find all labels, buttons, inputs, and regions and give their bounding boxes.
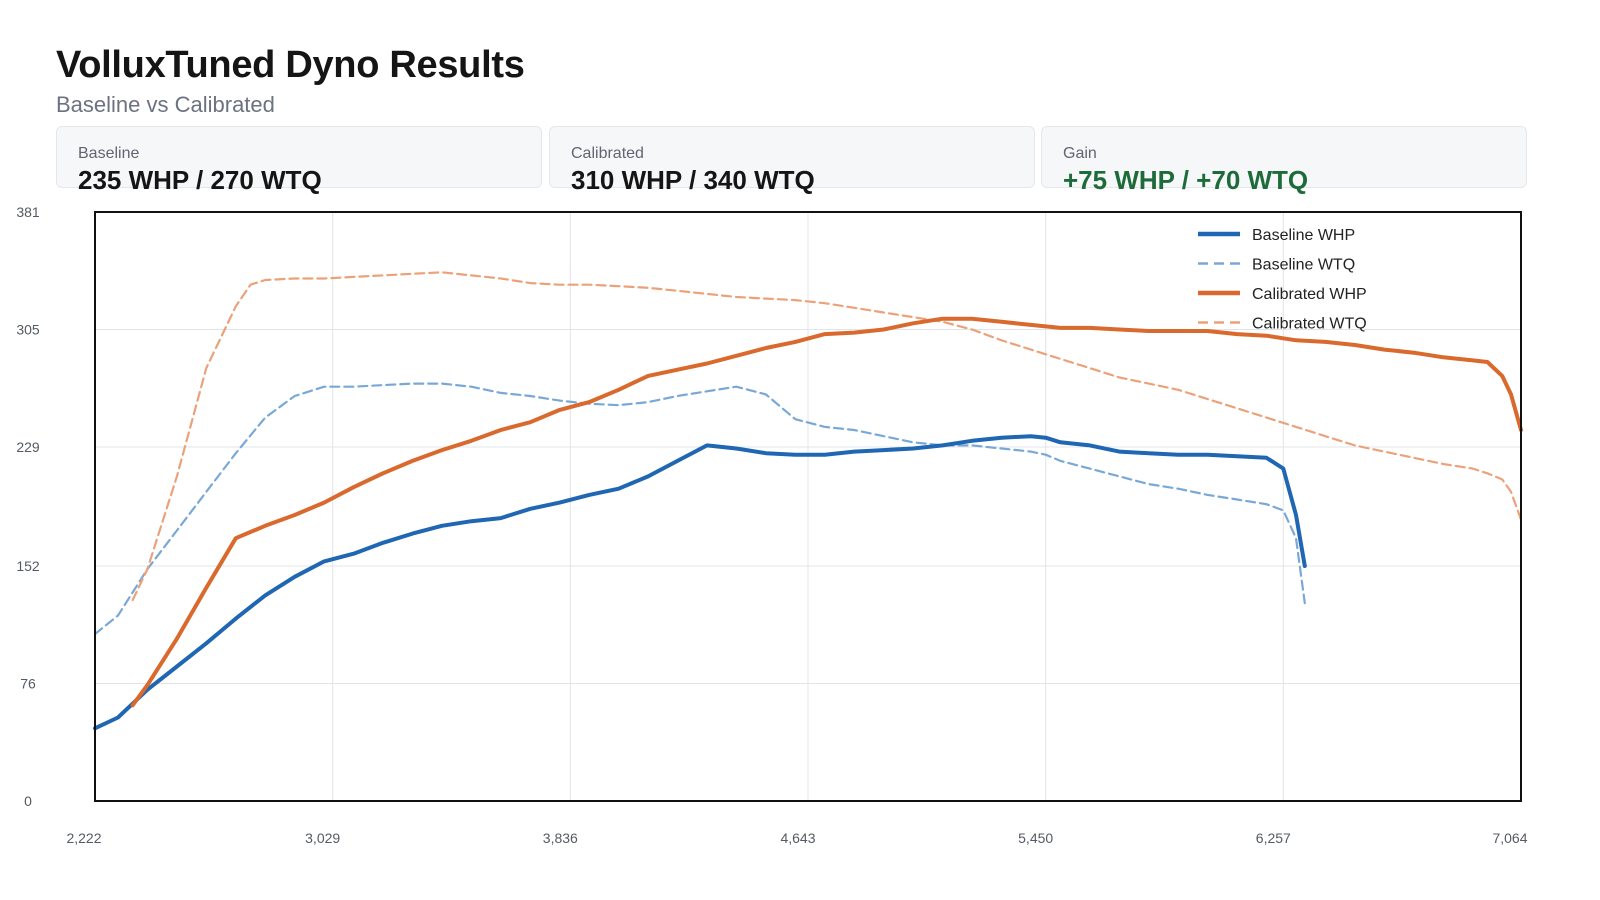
legend-label: Baseline WHP	[1252, 227, 1355, 244]
y-tick-label: 0	[24, 793, 32, 809]
x-tick-label: 7,064	[1492, 830, 1527, 846]
plot-frame	[94, 211, 1522, 802]
x-tick-label: 3,836	[543, 830, 578, 846]
legend-label: Baseline WTQ	[1252, 257, 1355, 274]
y-tick-label: 76	[20, 676, 36, 692]
series-line-baseline-whp	[93, 434, 1307, 731]
series-line-calibrated-whp	[130, 316, 1523, 708]
chart-series	[93, 271, 1523, 731]
baseline-card-label: Baseline	[78, 145, 140, 162]
series-line-calibrated-wtq	[131, 271, 1523, 602]
page-title: VolluxTuned Dyno Results	[56, 44, 525, 86]
calibrated-summary-card: Calibrated 310 WHP / 340 WTQ	[549, 126, 1035, 195]
x-tick-label: 6,257	[1256, 830, 1291, 846]
chart-ticks: 0 76 152 229 305 381 2,222 3,029 3,836 4,643 5,450…	[16, 204, 1527, 846]
x-tick-label: 2,222	[66, 830, 101, 846]
gain-card-value: +75 WHP / +70 WTQ	[1063, 165, 1309, 195]
y-tick-label: 152	[16, 558, 40, 574]
chart-legend: Baseline WHP Baseline WTQ Calibrated WHP Ca…	[1198, 227, 1367, 333]
x-tick-label: 3,029	[305, 830, 340, 846]
baseline-summary-card: Baseline 235 WHP / 270 WTQ	[56, 126, 542, 195]
series-line-baseline-wtq	[93, 382, 1306, 636]
legend-label: Calibrated WTQ	[1252, 316, 1367, 333]
gain-card-label: Gain	[1063, 145, 1097, 162]
x-tick-label: 5,450	[1018, 830, 1053, 846]
y-tick-label: 305	[16, 321, 40, 337]
page-subtitle: Baseline vs Calibrated	[56, 92, 275, 117]
y-tick-label: 381	[16, 204, 40, 220]
calibrated-card-label: Calibrated	[571, 145, 644, 162]
y-tick-label: 229	[16, 439, 40, 455]
x-tick-label: 4,643	[780, 830, 815, 846]
calibrated-card-value: 310 WHP / 340 WTQ	[571, 165, 815, 195]
gain-summary-card: Gain +75 WHP / +70 WTQ	[1041, 126, 1527, 195]
legend-label: Calibrated WHP	[1252, 286, 1367, 303]
baseline-card-value: 235 WHP / 270 WTQ	[78, 165, 322, 195]
